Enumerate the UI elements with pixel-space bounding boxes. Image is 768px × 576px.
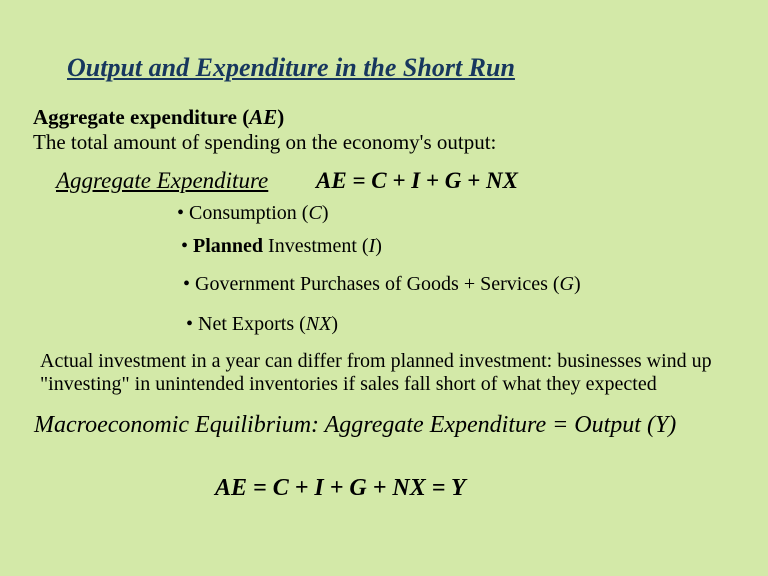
- bullet-var: G: [560, 273, 574, 295]
- bullet-text: • Net Exports (: [186, 313, 306, 335]
- bullet-close: ): [322, 202, 329, 224]
- bullet-netexports: • Net Exports (NX): [186, 313, 338, 336]
- ae-heading: Aggregate expenditure (AE): [33, 105, 284, 130]
- bullet-pre: •: [181, 235, 193, 257]
- bullet-var: C: [308, 202, 321, 224]
- bullet-var: NX: [306, 313, 332, 335]
- ae-heading-suffix: ): [277, 105, 284, 129]
- bullet-close: ): [375, 235, 382, 257]
- equilibrium-statement: Macroeconomic Equilibrium: Aggregate Exp…: [34, 412, 676, 439]
- ae-heading-prefix: Aggregate expenditure (: [33, 105, 249, 129]
- ae-heading-abbr: AE: [249, 105, 277, 129]
- bullet-close: ): [574, 273, 581, 295]
- investment-note: Actual investment in a year can differ f…: [40, 350, 712, 396]
- ae-row-label: Aggregate Expenditure: [56, 168, 268, 194]
- note-line1: Actual investment in a year can differ f…: [40, 350, 712, 373]
- bullet-text: • Consumption (: [177, 202, 308, 224]
- bullet-text: • Government Purchases of Goods + Servic…: [183, 273, 560, 295]
- bullet-close: ): [331, 313, 338, 335]
- bullet-government: • Government Purchases of Goods + Servic…: [183, 273, 581, 296]
- bullet-investment: • Planned Investment (I): [181, 235, 382, 258]
- bullet-consumption: • Consumption (C): [177, 202, 328, 225]
- bullet-mid: Investment (: [263, 235, 369, 257]
- bullet-bold: Planned: [193, 235, 263, 257]
- final-equation: AE = C + I + G + NX = Y: [215, 475, 466, 502]
- note-line2: "investing" in unintended inventories if…: [40, 373, 712, 396]
- ae-description: The total amount of spending on the econ…: [33, 130, 496, 155]
- ae-row-formula: AE = C + I + G + NX: [316, 168, 518, 194]
- slide-title: Output and Expenditure in the Short Run: [67, 53, 515, 83]
